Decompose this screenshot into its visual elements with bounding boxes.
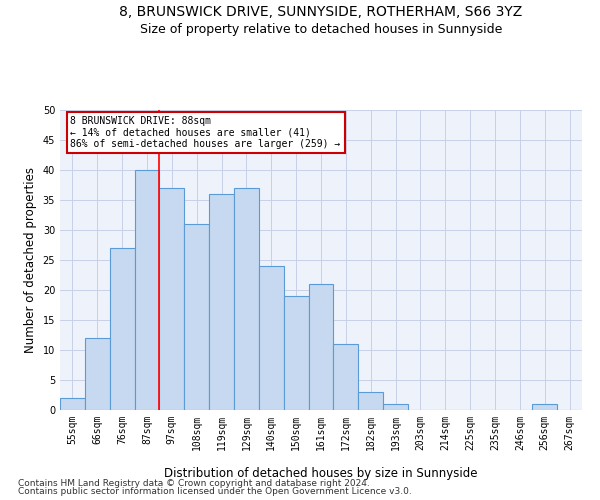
Bar [532,404,557,410]
Text: Size of property relative to detached houses in Sunnyside: Size of property relative to detached ho… [140,22,502,36]
Bar [334,344,358,410]
Text: 8 BRUNSWICK DRIVE: 88sqm
← 14% of detached houses are smaller (41)
86% of semi-d: 8 BRUNSWICK DRIVE: 88sqm ← 14% of detach… [70,116,341,149]
Bar [85,338,110,410]
Bar [60,398,85,410]
Text: Distribution of detached houses by size in Sunnyside: Distribution of detached houses by size … [164,467,478,480]
Bar [160,188,184,410]
Bar [284,296,308,410]
Bar [308,284,334,410]
Text: 8, BRUNSWICK DRIVE, SUNNYSIDE, ROTHERHAM, S66 3YZ: 8, BRUNSWICK DRIVE, SUNNYSIDE, ROTHERHAM… [119,5,523,19]
Bar [234,188,259,410]
Y-axis label: Number of detached properties: Number of detached properties [24,167,37,353]
Bar [184,224,209,410]
Bar [259,266,284,410]
Text: Contains HM Land Registry data © Crown copyright and database right 2024.: Contains HM Land Registry data © Crown c… [18,478,370,488]
Bar [134,170,160,410]
Bar [358,392,383,410]
Bar [383,404,408,410]
Text: Contains public sector information licensed under the Open Government Licence v3: Contains public sector information licen… [18,487,412,496]
Bar [110,248,134,410]
Bar [209,194,234,410]
